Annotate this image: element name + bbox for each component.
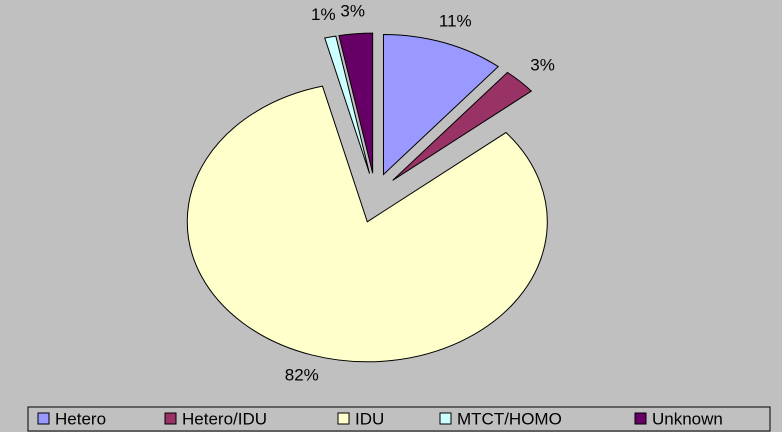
legend-label: IDU	[355, 409, 384, 428]
data-label: 11%	[439, 12, 472, 31]
legend-swatch	[164, 412, 177, 425]
data-label: 3%	[340, 1, 365, 20]
data-label: 1%	[311, 5, 336, 24]
data-label: 3%	[530, 55, 555, 74]
pie-slice	[186, 85, 548, 363]
legend-label: Hetero/IDU	[182, 409, 267, 428]
legend-label: Unknown	[652, 409, 723, 428]
legend-label: MTCT/HOMO	[457, 409, 562, 428]
legend-swatch	[634, 412, 647, 425]
legend-swatch	[439, 412, 452, 425]
pie-slice	[324, 35, 371, 174]
legend-label: Hetero	[55, 409, 106, 428]
pie-slice	[392, 71, 533, 181]
legend-swatch	[337, 412, 350, 425]
pie-slice	[382, 33, 500, 176]
pie-slice	[338, 32, 374, 174]
data-label: 82%	[285, 365, 319, 384]
legend-swatch	[37, 412, 50, 425]
